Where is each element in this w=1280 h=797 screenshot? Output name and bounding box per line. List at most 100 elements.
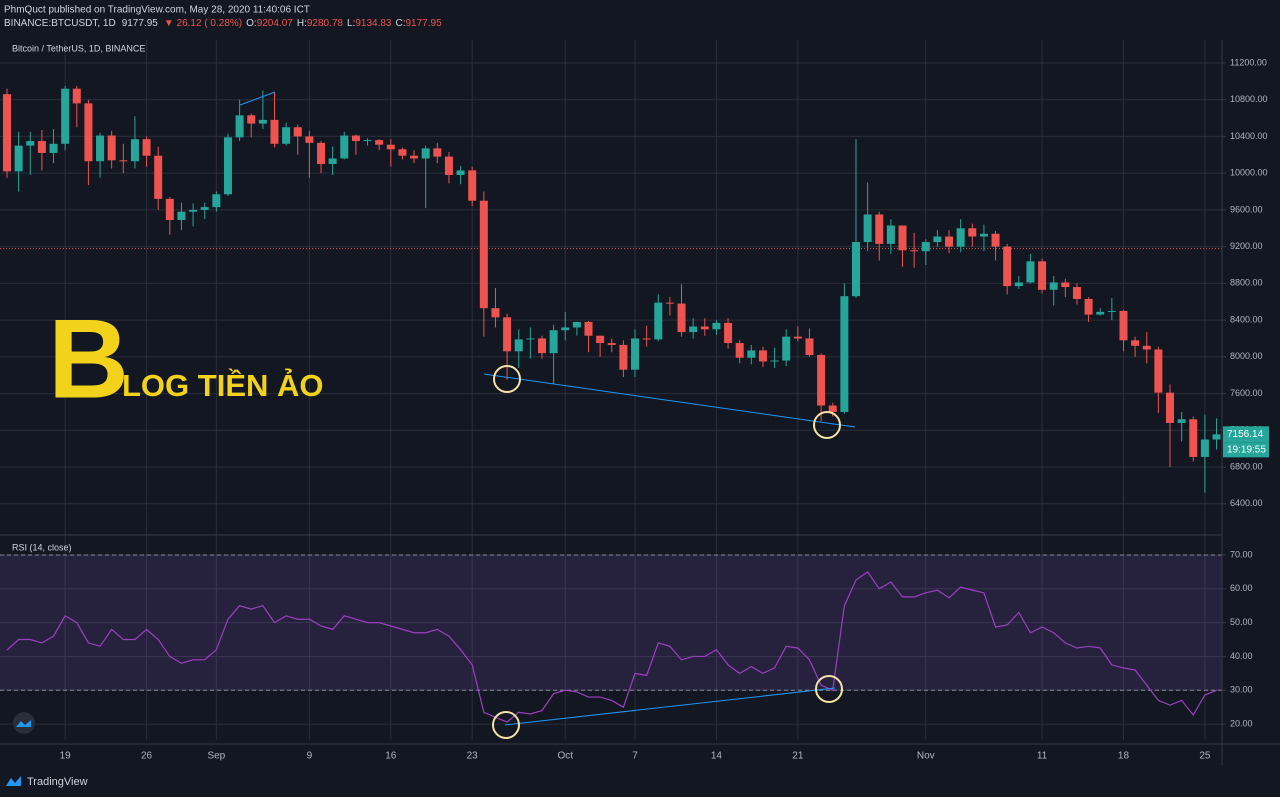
candle-body (654, 302, 663, 340)
candle-body (514, 339, 523, 352)
candle-body (642, 338, 651, 340)
candle-body (851, 242, 860, 297)
candle-body (1131, 340, 1140, 346)
brand-icon (6, 776, 21, 786)
y-tick-label: 6400.00 (1230, 498, 1263, 508)
y-tick-label: 8000.00 (1230, 351, 1263, 361)
highlight-circle (813, 411, 841, 439)
candle-body (561, 327, 570, 331)
candle-body (1107, 310, 1116, 312)
x-tick-label: 19 (60, 751, 72, 762)
candle-body (212, 194, 221, 208)
x-tick-label: Sep (207, 751, 225, 762)
candle-body (154, 155, 163, 199)
candle-body (293, 127, 302, 137)
candle-body (84, 103, 93, 162)
brand: TradingView (27, 776, 88, 788)
band-layer (0, 554, 1222, 691)
candle-body (572, 321, 581, 328)
marks-layer (0, 85, 1222, 723)
candle-body (189, 209, 198, 212)
y-tick-label: 40.00 (1230, 651, 1253, 661)
y-tick-label: 50.00 (1230, 617, 1253, 627)
trend-line (239, 91, 276, 106)
candle-body (96, 135, 105, 162)
candle-body (503, 317, 512, 352)
candle-body (142, 139, 151, 156)
candle-body (491, 308, 500, 318)
ohlc-value: 9177.95 (406, 18, 443, 29)
price-pane-title: Bitcoin / TetherUS, 1D, BINANCE (12, 43, 145, 53)
x-tick-label: 7 (632, 751, 638, 762)
logo-badge (13, 712, 35, 734)
y-tick-label: 20.00 (1230, 718, 1253, 728)
y-tick-label: 10000.00 (1230, 168, 1268, 178)
candle-body (875, 214, 884, 244)
y-tick-label: 7600.00 (1230, 388, 1263, 398)
candle-body (747, 350, 756, 358)
x-tick-label: 11 (1037, 751, 1048, 762)
candle-body (258, 119, 267, 124)
candle-body (526, 338, 535, 340)
candle-body (340, 135, 349, 159)
highlight-circle (815, 675, 843, 703)
candle-body (1212, 434, 1221, 440)
candle-body (724, 322, 733, 344)
candle-body (72, 88, 81, 104)
x-tick-label: 18 (1118, 751, 1130, 762)
candle-body (1003, 246, 1012, 287)
candle-body (770, 360, 779, 362)
candle-body (700, 326, 709, 330)
candle-body (991, 233, 1000, 247)
candle-body (386, 144, 395, 150)
candle-body (1119, 310, 1128, 341)
candle-body (1142, 345, 1151, 350)
candle-body (782, 336, 791, 361)
candle-body (37, 141, 46, 153)
candle-body (805, 338, 814, 355)
y-tick-label: 60.00 (1230, 583, 1253, 593)
candle-body (817, 355, 826, 406)
candle-body (1061, 282, 1070, 288)
candle-body (910, 250, 919, 252)
x-tick-label: Nov (917, 751, 935, 762)
y-tick-label: 10800.00 (1230, 94, 1268, 104)
candle-body (945, 236, 954, 247)
y-tick-label: 30.00 (1230, 685, 1253, 695)
candle-body (828, 405, 837, 412)
ohlc-value: 9280.78 (307, 18, 344, 29)
candle-body (677, 303, 686, 333)
symbol-info: BINANCE:BTCUSDT, 1D 9177.95 ▼ 26.12 ( 0.28… (4, 18, 442, 29)
ohlc-label: L: (347, 18, 355, 29)
x-tick-label: 25 (1199, 751, 1211, 762)
candle-body (689, 326, 698, 333)
candle-body (421, 148, 430, 159)
candle-body (433, 148, 442, 157)
candle-body (468, 170, 477, 201)
candle-body (863, 214, 872, 243)
candle-body (456, 170, 465, 175)
candle-body (200, 207, 209, 210)
trend-line (483, 373, 856, 428)
rsi-band (0, 554, 1222, 691)
candle-body (223, 137, 232, 195)
candle-body (898, 225, 907, 251)
candle-body (1189, 419, 1198, 457)
candle-body (1200, 439, 1209, 457)
candle-body (886, 225, 895, 244)
axes-layer: 19 26 Sep 9 16 23 Oct 7 14 21 Nov 11 18 25 6400.00 6800… (60, 57, 1269, 762)
y-tick-label: 70.00 (1230, 549, 1253, 559)
x-tick-label: 21 (792, 751, 804, 762)
candle-body (1049, 282, 1058, 290)
candle-body (107, 135, 116, 161)
candle-body (26, 141, 35, 146)
candle-body (735, 343, 744, 358)
candle-body (398, 149, 407, 156)
candle-body (282, 127, 291, 144)
countdown-tag (1223, 442, 1269, 458)
candle-body (410, 155, 419, 159)
candle-body (305, 136, 314, 143)
ohlc-value: 9134.83 (355, 18, 392, 29)
candle-body (1096, 311, 1105, 315)
